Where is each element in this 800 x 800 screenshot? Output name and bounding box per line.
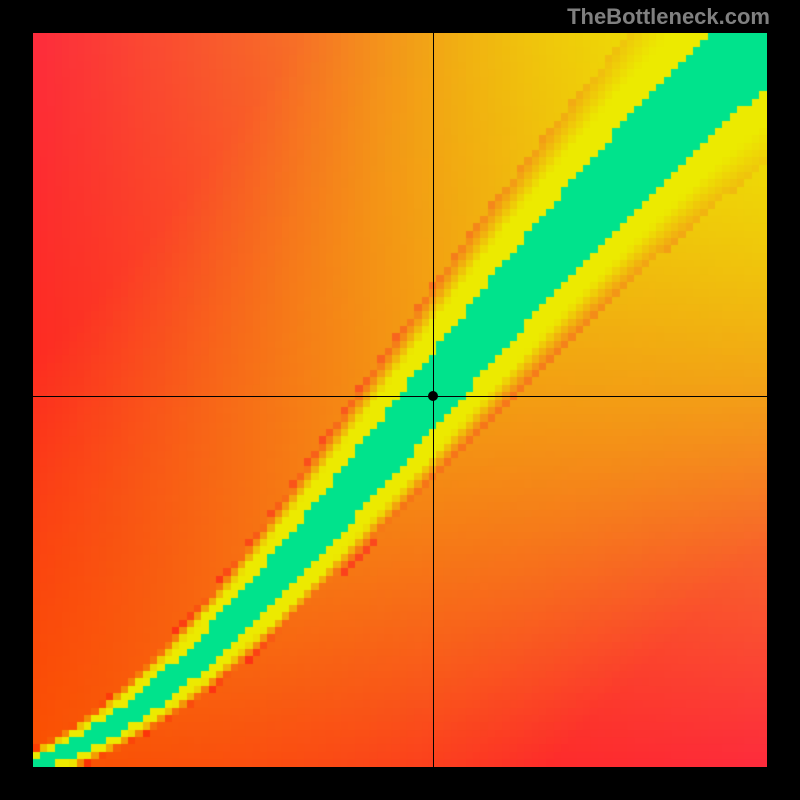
crosshair-marker bbox=[428, 391, 438, 401]
watermark-text: TheBottleneck.com bbox=[567, 4, 770, 30]
chart-frame: TheBottleneck.com bbox=[0, 0, 800, 800]
crosshair-horizontal bbox=[33, 396, 767, 397]
heatmap-plot bbox=[33, 33, 767, 767]
heatmap-canvas bbox=[33, 33, 767, 767]
